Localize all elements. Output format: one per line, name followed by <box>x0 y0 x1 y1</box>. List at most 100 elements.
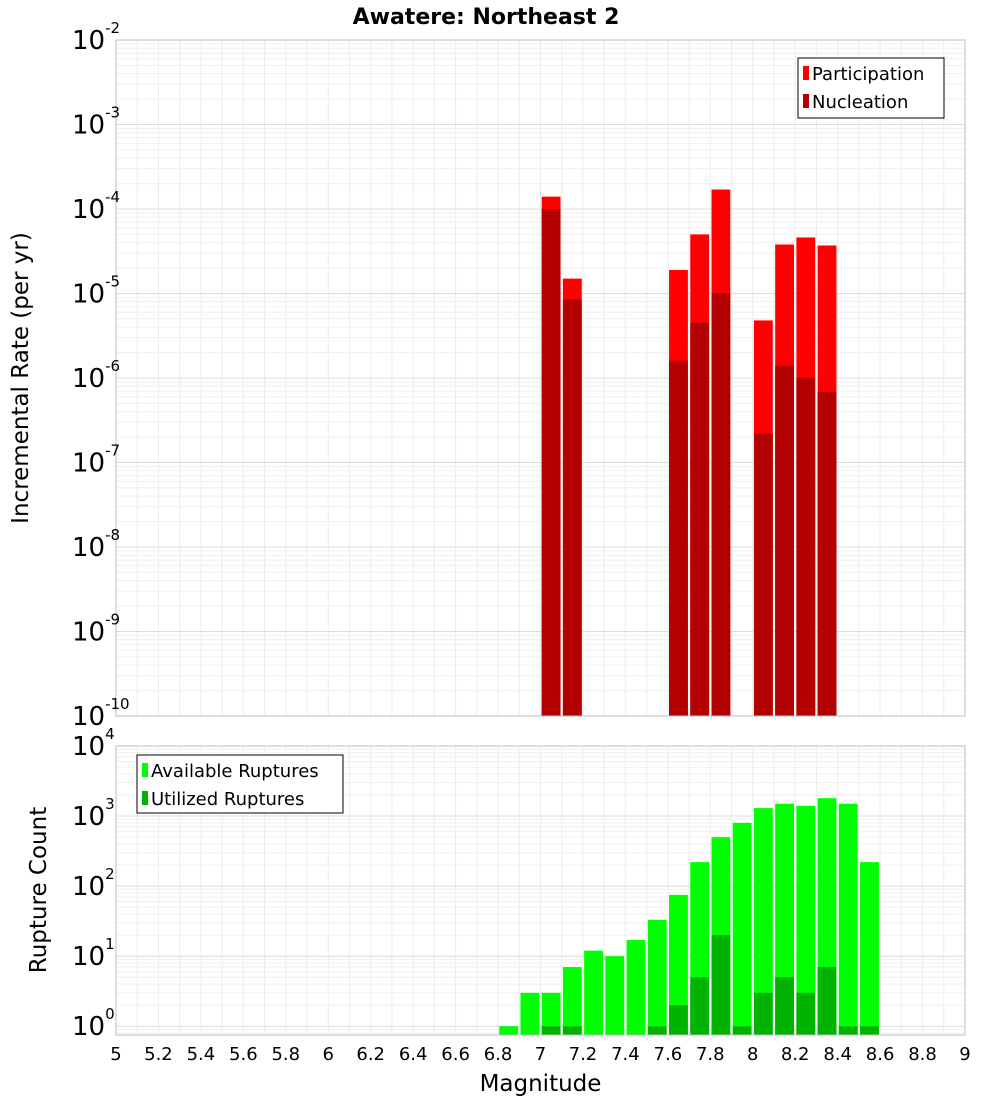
bar <box>817 967 837 1035</box>
x-tick-label: 5.2 <box>144 1044 173 1065</box>
y-tick-label: 100 <box>72 1005 115 1042</box>
legend-swatch <box>803 66 809 80</box>
grid-lines <box>115 40 966 717</box>
chart-title: Awatere: Northeast 2 <box>353 5 620 30</box>
x-tick-label: 6 <box>323 1044 334 1065</box>
y-tick-label: 10-6 <box>72 357 120 394</box>
bar <box>753 992 773 1035</box>
bar <box>838 803 858 1035</box>
bar <box>711 935 731 1035</box>
y-tick-label: 10-10 <box>72 695 130 732</box>
x-tick-label: 6.8 <box>484 1044 513 1065</box>
legend-entry: Nucleation <box>812 92 908 113</box>
bar <box>753 808 773 1035</box>
bar <box>711 293 731 716</box>
bar <box>690 977 710 1035</box>
x-tick-label: 5.8 <box>271 1044 300 1065</box>
bar <box>860 1026 879 1035</box>
bar <box>838 1026 858 1035</box>
x-tick-label: 5.4 <box>187 1044 216 1065</box>
x-tick-label: 5.6 <box>229 1044 258 1065</box>
x-tick-label: 5 <box>110 1044 121 1065</box>
bars <box>541 189 837 717</box>
y-tick-label: 10-9 <box>72 611 120 648</box>
legend: Available Ruptures Utilized Ruptures <box>136 754 344 814</box>
legend-entry: Available Ruptures <box>151 761 319 782</box>
bars <box>499 798 879 1035</box>
bar <box>796 378 816 716</box>
y-tick-label: 10-4 <box>72 188 120 225</box>
y-tick-label: 10-3 <box>72 104 120 141</box>
plot-border <box>115 745 966 1036</box>
legend-box <box>797 57 945 119</box>
participation-rate-panel: 10-10 10-9 10-8 10-7 10-6 10-5 10-4 10-3 10-2 Inc… <box>8 19 966 732</box>
bar <box>562 1026 582 1035</box>
bar <box>605 956 625 1035</box>
bar <box>860 862 879 1035</box>
bar <box>541 1026 561 1035</box>
y-tick-label: 103 <box>72 795 115 832</box>
y-tick-labels: 10-10 10-9 10-8 10-7 10-6 10-5 10-4 10-3 10-2 <box>72 19 130 732</box>
series-1 <box>541 209 837 716</box>
legend-swatch <box>142 763 148 777</box>
x-tick-label: 6.4 <box>399 1044 428 1065</box>
y-tick-label: 104 <box>72 725 115 762</box>
y-tick-label: 101 <box>72 935 115 972</box>
y-tick-label: 10-5 <box>72 273 120 310</box>
bar <box>796 992 816 1035</box>
bar <box>775 365 794 716</box>
bar <box>626 940 646 1035</box>
legend-entry: Utilized Ruptures <box>151 789 304 810</box>
bar <box>732 1026 752 1035</box>
y-tick-labels: 100 101 102 103 104 <box>72 725 115 1042</box>
series-1 <box>541 935 879 1035</box>
plot-border <box>115 39 966 717</box>
bar <box>669 1005 688 1035</box>
y-axis-title: Rupture Count <box>26 807 52 973</box>
x-tick-label: 7.4 <box>611 1044 640 1065</box>
bar <box>732 822 752 1035</box>
y-tick-label: 10-7 <box>72 442 120 479</box>
x-tick-label: 8 <box>747 1044 758 1065</box>
x-tick-label: 7 <box>535 1044 546 1065</box>
bar <box>669 360 688 716</box>
x-tick-labels: 5 5.2 5.4 5.6 5.8 6 6.2 6.4 6.6 6.8 7 7.2 7.4 7.6 7.8 8… <box>110 1044 970 1065</box>
legend: Participation Nucleation <box>797 57 945 119</box>
bar <box>541 209 561 716</box>
series-0 <box>499 798 879 1035</box>
bar <box>520 992 540 1035</box>
x-tick-label: 8.4 <box>823 1044 852 1065</box>
x-tick-label: 9 <box>959 1044 970 1065</box>
bar <box>562 967 582 1035</box>
bar <box>584 950 603 1035</box>
x-tick-label: 7.6 <box>654 1044 683 1065</box>
legend-entry: Participation <box>812 64 924 85</box>
bar <box>499 1026 519 1035</box>
bar <box>562 299 582 716</box>
y-tick-label: 10-2 <box>72 19 120 56</box>
bar <box>775 803 794 1035</box>
legend-swatch <box>142 791 148 805</box>
y-tick-label: 10-8 <box>72 526 120 563</box>
x-tick-label: 8.8 <box>908 1044 937 1065</box>
x-axis-title: Magnitude <box>480 1071 602 1097</box>
bar <box>817 392 837 716</box>
bar <box>753 433 773 716</box>
bar <box>647 1026 667 1035</box>
y-tick-label: 102 <box>72 865 115 902</box>
y-axis-title: Incremental Rate (per yr) <box>8 232 34 524</box>
bar <box>690 322 710 716</box>
legend-swatch <box>803 94 809 108</box>
x-tick-label: 6.6 <box>441 1044 470 1065</box>
legend-box <box>136 754 344 814</box>
rupture-count-panel: 100 101 102 103 104 5 5.2 5.4 5.6 5.8 6 6.2 6.4 6.6 6.… <box>26 725 971 1097</box>
bar <box>647 919 667 1035</box>
x-tick-label: 7.2 <box>569 1044 598 1065</box>
x-tick-label: 6.2 <box>356 1044 385 1065</box>
bar <box>796 805 816 1035</box>
bar <box>669 894 688 1035</box>
x-tick-label: 8.2 <box>781 1044 810 1065</box>
bar <box>541 992 561 1035</box>
bar <box>775 977 794 1035</box>
